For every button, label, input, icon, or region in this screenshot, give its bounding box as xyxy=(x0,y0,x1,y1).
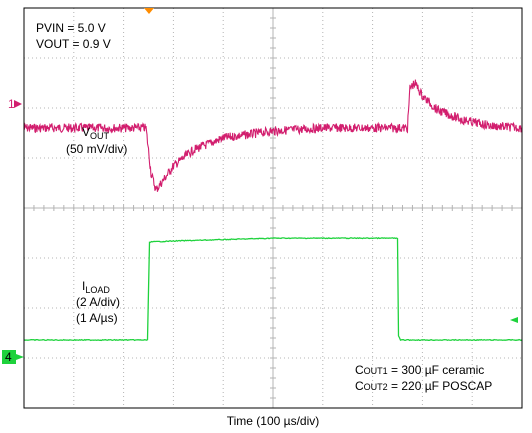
channel-1-arrow xyxy=(14,100,22,108)
trigger-position-marker xyxy=(144,8,154,14)
iload-trace-label: ILOAD xyxy=(82,279,110,295)
cout1-annotation: COUT1 = 300 µF ceramic xyxy=(355,363,484,377)
scope-grid xyxy=(23,7,523,409)
x-axis-label: Time (100 µs/div) xyxy=(227,414,320,428)
settings-vout: VOUT = 0.9 V xyxy=(36,37,111,51)
plot-frame xyxy=(23,7,523,409)
vout-trace xyxy=(23,79,523,192)
trigger-level-arrow xyxy=(510,317,518,323)
channel-4-arrow xyxy=(16,354,24,360)
cout2-annotation: COUT2 = 220 µF POSCAP xyxy=(355,379,492,393)
channel-4-marker: 4 xyxy=(5,350,12,364)
scope-traces xyxy=(23,79,523,342)
vout-scale-label: (50 mV/div) xyxy=(66,142,127,156)
iload-trace xyxy=(23,237,523,342)
vout-trace-label: VOUT xyxy=(82,125,110,141)
iload-rate-label: (1 A/µs) xyxy=(76,311,118,325)
channel-1-marker: 1 xyxy=(8,97,15,111)
settings-pvin: PVIN = 5.0 V xyxy=(36,21,106,35)
iload-scale-label: (2 A/div) xyxy=(76,295,120,309)
channel-4-badge xyxy=(2,350,16,364)
